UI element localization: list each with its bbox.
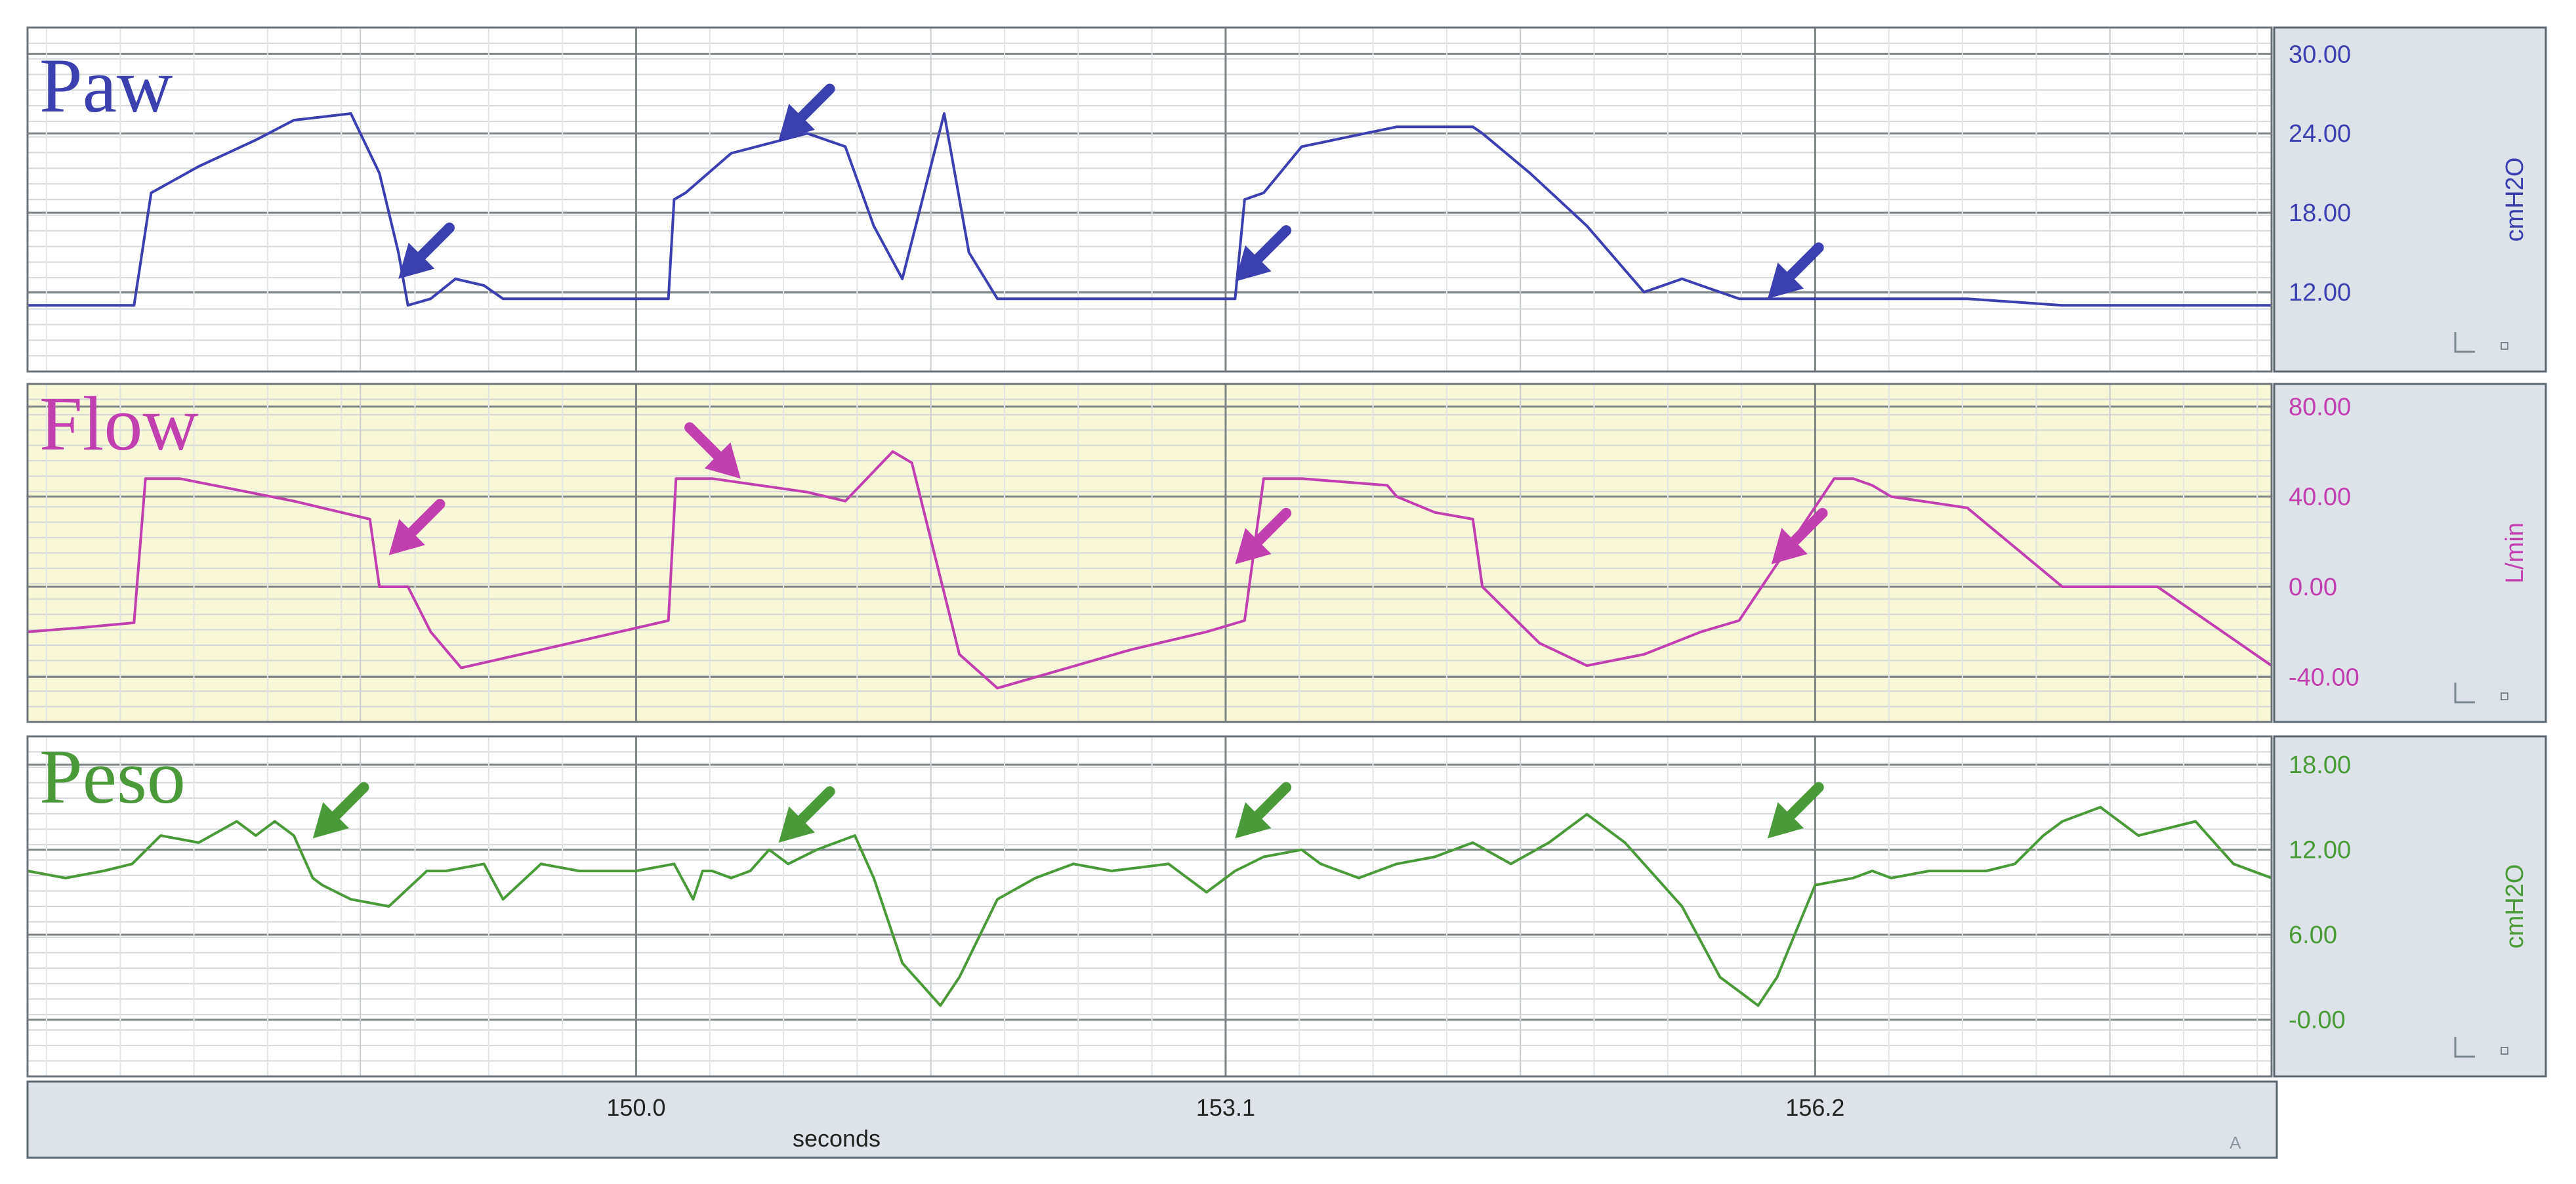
annotation-arrow [1235,507,1292,564]
x-scroll-icon[interactable]: A [2230,1133,2241,1152]
annotation-arrow [1235,225,1292,282]
y-tick-label: 18.00 [2289,200,2351,227]
y-tick-label: 24.00 [2289,120,2351,148]
panel-paw: Paw 30.00 24.00 18.00 12.00 cmH2O [26,26,2547,373]
arrow-head [1235,802,1272,839]
x-axis: seconds A 150.0 153.1 156.2 [26,1080,2278,1159]
x-axis-bar [26,1080,2278,1159]
x-axis-label: seconds [793,1125,881,1152]
y-axis-unit: cmH2O [2501,158,2529,242]
annotation-arrow [778,786,835,843]
arrow-head [1767,262,1804,299]
y-tick-label: 40.00 [2289,484,2351,511]
resize-icon[interactable] [2501,1047,2508,1055]
x-tick-label: 150.0 [606,1094,665,1121]
annotation-arrow [1235,782,1292,839]
panel-peso: Peso 18.00 12.00 6.00 -0.00 cmH2O [26,734,2547,1078]
plot-border [26,26,2273,373]
y-tick-label: -0.00 [2289,1007,2346,1034]
y-axis-unit: L/min [2501,522,2529,583]
arrow-head [1235,245,1272,282]
panel-title: Flow [39,381,199,467]
y-tick-label: 12.00 [2289,279,2351,307]
y-scale-box [2273,735,2547,1078]
autoscale-icon[interactable] [2454,1037,2475,1058]
panel-title: Paw [39,43,173,129]
y-tick-label: 0.00 [2289,574,2337,601]
arrow-head [398,242,435,279]
annotation-arrow [684,422,741,479]
series-line-paw [28,112,2272,307]
resize-icon[interactable] [2501,692,2508,700]
y-tick-label: 30.00 [2289,41,2351,68]
plot-border [26,735,2273,1078]
annotation-arrow [1767,242,1824,299]
y-tick-label: 80.00 [2289,393,2351,421]
y-tick-label: 6.00 [2289,921,2337,949]
annotation-arrow [388,499,446,555]
annotation-arrow [312,782,369,839]
x-tick-label: 156.2 [1785,1094,1844,1121]
svg-text:A: A [2230,1133,2241,1152]
y-tick-label: 12.00 [2289,837,2351,864]
annotation-arrow [1767,782,1824,839]
arrow-head [778,806,815,843]
annotation-arrow [778,83,835,140]
arrow-head [1771,528,1808,564]
panel-title: Peso [39,734,186,820]
annotation-arrow [398,222,455,279]
x-tick-label: 153.1 [1196,1094,1255,1121]
y-axis-unit: cmH2O [2501,864,2529,949]
y-tick-label: 18.00 [2289,751,2351,779]
y-scale-box [2273,383,2547,723]
y-scale-box [2273,26,2547,373]
resize-icon[interactable] [2501,342,2508,350]
arrow-head [312,802,349,839]
arrow-head [704,442,741,479]
autoscale-icon[interactable] [2454,683,2475,704]
arrow-head [388,518,425,555]
plot-border [26,383,2273,723]
y-tick-label: -40.00 [2289,664,2359,691]
arrow-head [778,104,815,140]
autoscale-icon[interactable] [2454,332,2475,353]
series-line-flow [27,450,2273,690]
arrow-head [1767,802,1804,839]
panels: Paw 30.00 24.00 18.00 12.00 cmH2O Flow 80.00 40.… [26,26,2547,1078]
panel-flow: Flow 80.00 40.00 0.00 -40.00 L/min [26,381,2547,723]
annotation-arrow [1771,507,1828,564]
series-line-peso [27,805,2272,1007]
arrow-head [1235,528,1272,564]
